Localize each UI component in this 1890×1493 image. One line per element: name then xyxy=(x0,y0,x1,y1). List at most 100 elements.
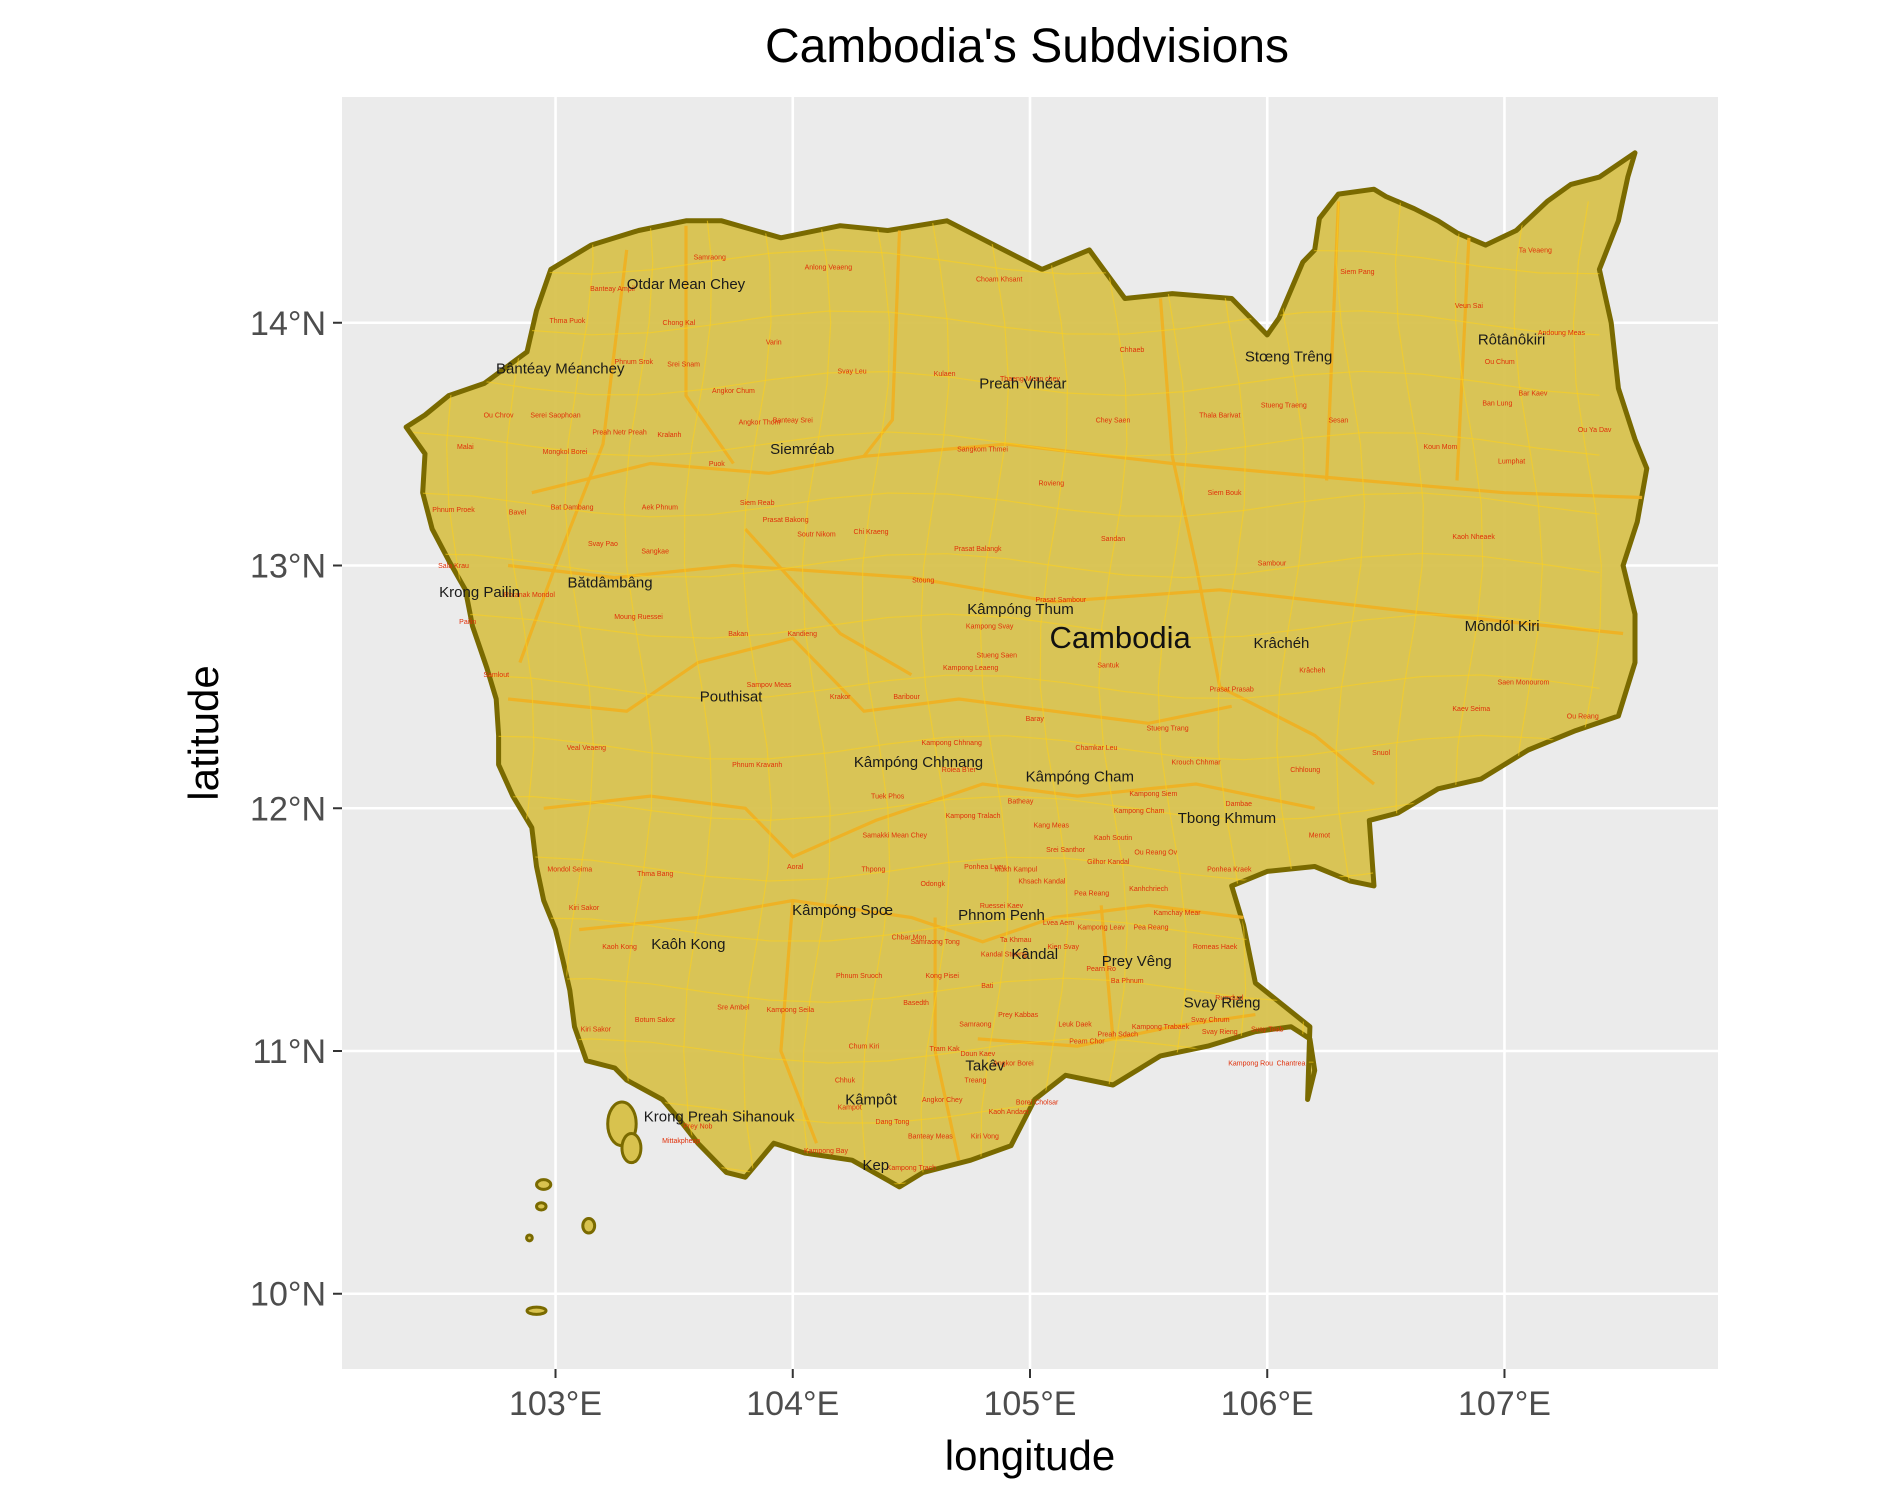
district-label: Prasat Balangk xyxy=(954,546,1002,553)
district-label: Kaoh Nheaek xyxy=(1452,534,1495,541)
district-label: Chey Saen xyxy=(1096,417,1131,424)
province-label: Kâmpôt xyxy=(845,1091,898,1108)
district-border xyxy=(1216,201,1247,1173)
district-label: Rolea B'ier xyxy=(942,767,977,774)
province-label: Preah Vihéar xyxy=(979,375,1066,392)
district-label: Bar Kaev xyxy=(1519,391,1548,398)
district-label: Anlong Veaeng xyxy=(805,264,853,271)
district-label: Treang xyxy=(964,1078,986,1085)
district-label: Kampot xyxy=(838,1104,862,1111)
district-border xyxy=(413,370,1600,397)
district-label: Bavel xyxy=(509,510,527,517)
district-label: Prey Nob xyxy=(683,1124,712,1131)
district-border xyxy=(413,249,1600,275)
district-label: Ponhea Kraek xyxy=(1207,866,1252,873)
district-label: Kampong Trabaek xyxy=(1132,1024,1190,1031)
district-label: Kang Meas xyxy=(1034,823,1070,830)
x-tick-label: 106°E xyxy=(1221,1385,1314,1423)
island xyxy=(581,1216,597,1235)
district-label: Soutr Nikom xyxy=(797,531,836,538)
province-label: Stœng Trêng xyxy=(1245,349,1333,366)
district-label: Ta Veaeng xyxy=(1519,247,1552,254)
island xyxy=(535,1178,553,1191)
district-label: Thpong xyxy=(862,866,886,873)
district-label: Chhaeb xyxy=(1120,347,1145,354)
district-label: Siem Pang xyxy=(1340,269,1374,276)
district-border xyxy=(683,201,713,1173)
district-label: Chamkar Leu xyxy=(1075,745,1117,752)
district-border xyxy=(413,674,1600,700)
district-label: Ou Reang Ov xyxy=(1134,849,1177,856)
district-label: Angkor Chey xyxy=(922,1097,963,1104)
district-label: Borei Cholsar xyxy=(1016,1099,1059,1106)
province-label: Kâmpóng Spœ xyxy=(792,902,893,919)
district-label: Chi Kraeng xyxy=(854,529,889,536)
district-label: Sesan xyxy=(1328,417,1348,424)
district-label: Stoung xyxy=(912,577,934,584)
district-label: Lvea Aem xyxy=(1043,920,1074,927)
district-label: Bati xyxy=(981,983,994,990)
islands-group xyxy=(525,1100,643,1316)
province-border xyxy=(1455,237,1471,481)
district-border xyxy=(413,431,1600,457)
x-axis-title: longitude xyxy=(945,1432,1115,1479)
district-label: Krouch Chhmar xyxy=(1172,760,1222,767)
province-label: Rôtânôkiri xyxy=(1478,332,1546,349)
district-label: Kaev Seima xyxy=(1452,706,1490,713)
district-label: Baribour xyxy=(893,694,920,701)
district-label: Peam Chor xyxy=(1069,1039,1105,1046)
district-label: Siem Reab xyxy=(740,500,775,507)
district-label: Kampong Tralach xyxy=(946,813,1001,820)
x-tick-label: 104°E xyxy=(746,1385,839,1423)
district-label: Bat Dambang xyxy=(551,505,594,512)
district-label: Rotanak Mondol xyxy=(504,592,555,599)
province-label: Kâmpóng Cham xyxy=(1026,769,1134,786)
district-border xyxy=(1038,201,1069,1173)
district-label: Pea Reang xyxy=(1074,891,1109,898)
district-label: Preah Netr Preah xyxy=(592,429,647,436)
district-label: Kampong Leav xyxy=(1078,925,1126,932)
district-border xyxy=(860,201,891,1173)
district-label: Ou Chum xyxy=(1485,359,1515,366)
district-label: Phnum Sruoch xyxy=(836,973,882,980)
district-label: Kandal Stueng xyxy=(981,951,1027,958)
district-label: Samraong xyxy=(694,255,726,262)
province-label: Kândal xyxy=(1011,946,1058,963)
district-label: Srei Snam xyxy=(667,361,700,368)
district-label: Mittakpheap xyxy=(662,1138,700,1145)
province-label: Môndól Kiri xyxy=(1465,618,1540,635)
district-label: Kanhchriech xyxy=(1129,886,1168,893)
province-label: Phnom Penh xyxy=(958,907,1045,924)
district-label: Ponhea Lueu xyxy=(964,864,1006,871)
district-label: Chbar Mon xyxy=(892,934,927,941)
district-label: Koun Mom xyxy=(1423,444,1457,451)
district-label: Chantrea xyxy=(1277,1061,1306,1068)
district-label: Kandieng xyxy=(787,631,817,638)
province-label: Prey Vêng xyxy=(1102,953,1172,970)
district-label: Thma Puok xyxy=(549,318,585,325)
district-label: Samakki Mean Chey xyxy=(862,832,927,839)
district-label: Kampong Svay xyxy=(966,624,1014,631)
district-label: Ba Phnum xyxy=(1111,978,1144,985)
district-label: Samraong xyxy=(959,1022,991,1029)
district-label: Banteay Meas xyxy=(908,1133,953,1140)
district-label: Tram Kak xyxy=(930,1046,961,1053)
district-border xyxy=(1157,201,1188,1173)
province-border xyxy=(1158,298,1376,786)
island xyxy=(525,1305,548,1316)
district-label: Sangkom Thmei xyxy=(957,446,1008,453)
district-border xyxy=(623,201,654,1173)
province-label: Kâmpóng Thum xyxy=(967,601,1073,618)
district-label: Mukh Kampul xyxy=(994,866,1037,873)
province-label: Kaôh Kong xyxy=(651,936,725,953)
district-label: Krâcheh xyxy=(1299,667,1325,674)
district-label: Ta Khmau xyxy=(1000,937,1032,944)
province-border xyxy=(862,230,902,458)
x-tick-label: 105°E xyxy=(983,1385,1076,1423)
district-label: Moung Ruessei xyxy=(614,614,663,621)
district-label: Saen Monourom xyxy=(1498,679,1550,686)
y-tick-label: 12°N xyxy=(250,790,326,828)
district-border xyxy=(413,310,1600,336)
district-label: Kaoh Soutin xyxy=(1094,835,1132,842)
district-label: Dambae xyxy=(1226,801,1253,808)
